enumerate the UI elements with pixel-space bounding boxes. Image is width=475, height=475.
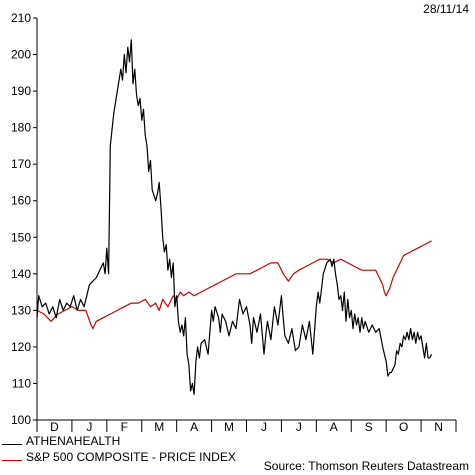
y-tick-label: 150 [11, 230, 31, 244]
y-tick-label: 180 [11, 121, 31, 135]
x-tick-label: A [330, 420, 338, 434]
series-line-s-p-500-composite-price-index [36, 240, 432, 330]
x-tick-label: J [296, 420, 302, 434]
x-tick-label: F [121, 420, 128, 434]
legend-label-sp500: S&P 500 COMPOSITE - PRICE INDEX [26, 450, 236, 464]
y-axis-ticks: 100 110 120 130 140 150 160 170 180 190 200 210 [11, 11, 37, 427]
chart-date: 28/11/14 [423, 2, 469, 16]
legend-swatch-athenahealth [2, 444, 22, 445]
x-tick-label: J [86, 420, 92, 434]
x-tick-label: A [190, 420, 198, 434]
x-tick-label: M [224, 420, 234, 434]
y-tick-label: 120 [11, 340, 31, 354]
legend-swatch-sp500 [2, 460, 22, 461]
series-line-athenahealth [36, 39, 433, 395]
x-tick-label: O [399, 420, 408, 434]
x-tick-label: S [365, 420, 373, 434]
y-tick-label: 110 [12, 376, 31, 390]
y-tick-label: 170 [11, 157, 31, 171]
y-tick-label: 130 [11, 303, 31, 317]
x-tick-label: M [154, 420, 164, 434]
y-tick-label: 100 [11, 413, 31, 427]
x-tick-label: N [434, 420, 443, 434]
y-tick-label: 210 [11, 11, 31, 25]
source-note: Source: Thomson Reuters Datastream [263, 459, 469, 473]
legend-label-athenahealth: ATHENAHEALTH [26, 434, 121, 448]
y-tick-label: 140 [11, 267, 31, 281]
x-tick-label: J [261, 420, 267, 434]
y-tick-label: 190 [11, 84, 31, 98]
y-tick-label: 160 [11, 194, 31, 208]
y-tick-label: 200 [11, 48, 31, 62]
series-layer [36, 39, 433, 395]
x-tick-label: D [50, 420, 59, 434]
